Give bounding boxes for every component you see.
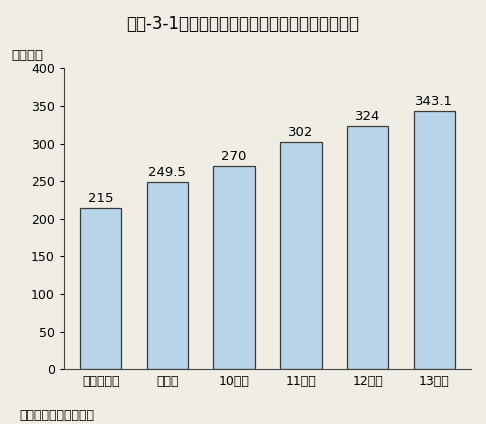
Bar <box>213 166 255 369</box>
Text: （億円）: （億円） <box>11 50 43 62</box>
Bar <box>347 126 388 369</box>
Text: 249.5: 249.5 <box>148 166 186 179</box>
Text: 第３-3-1図　科学技術振興調整費の予算額の推移: 第３-3-1図 科学技術振興調整費の予算額の推移 <box>126 15 360 33</box>
Bar <box>414 111 455 369</box>
Text: 302: 302 <box>288 126 313 139</box>
Bar <box>280 142 322 369</box>
Text: 215: 215 <box>88 192 113 204</box>
Text: 343.1: 343.1 <box>416 95 453 108</box>
Text: 270: 270 <box>222 150 247 163</box>
Text: 資料：文部科学省調べ: 資料：文部科学省調べ <box>19 409 94 422</box>
Bar <box>80 208 122 369</box>
Bar <box>147 181 188 369</box>
Text: 324: 324 <box>355 109 380 123</box>
